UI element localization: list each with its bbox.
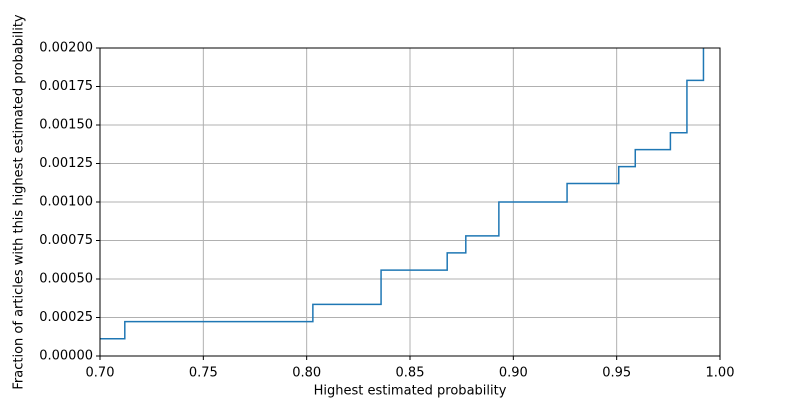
y-tick-label: 0.00025: [39, 310, 93, 325]
y-tick-label: 0.00000: [39, 349, 93, 364]
y-tick-label: 0.00150: [39, 118, 93, 133]
y-axis-label: Fraction of articles with this highest e…: [12, 14, 27, 390]
x-tick-label: 1.00: [706, 366, 735, 381]
y-tick-label: 0.00125: [39, 156, 93, 171]
step-line: [100, 48, 705, 340]
y-tick-label: 0.00100: [39, 195, 93, 210]
x-tick-label: 0.75: [189, 366, 218, 381]
x-tick-label: 0.85: [396, 366, 425, 381]
x-tick-label: 0.90: [499, 366, 528, 381]
y-tick-label: 0.00050: [39, 272, 93, 287]
x-axis-label: Highest estimated probability: [314, 384, 507, 399]
y-tick-label: 0.00075: [39, 233, 93, 248]
x-tick-label: 0.70: [86, 366, 115, 381]
x-tick-label: 0.95: [602, 366, 631, 381]
x-tick-label: 0.80: [292, 366, 321, 381]
y-tick-label: 0.00200: [39, 41, 93, 56]
y-tick-label: 0.00175: [39, 79, 93, 94]
